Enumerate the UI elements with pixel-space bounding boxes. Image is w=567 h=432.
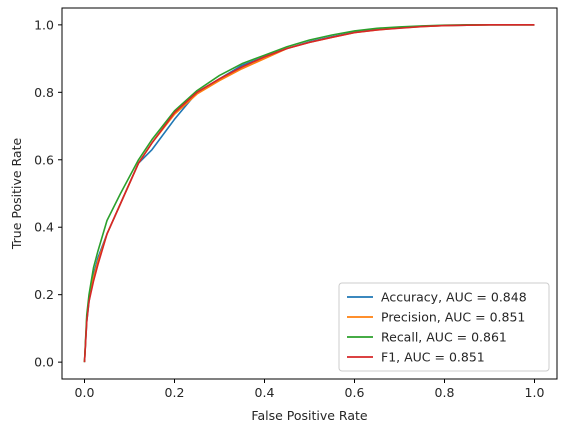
x-tick-label: 0.4	[255, 385, 275, 400]
y-tick-label: 0.4	[34, 220, 54, 235]
legend-label-1: Precision, AUC = 0.851	[381, 310, 525, 325]
legend-box	[338, 282, 550, 372]
y-tick-label: 1.0	[34, 17, 54, 32]
x-tick-label: 1.0	[525, 385, 545, 400]
plot-lines	[83, 24, 535, 363]
y-tick-label: 0.6	[34, 152, 54, 167]
legend-label-2: Recall, AUC = 0.861	[381, 330, 507, 345]
y-tick-label: 0.2	[34, 287, 54, 302]
x-tick-label: 0.2	[165, 385, 185, 400]
x-axis-ticks: 0.0 0.2 0.4 0.6 0.8 1.0	[75, 379, 545, 400]
y-axis-label: True Positive Rate	[9, 138, 24, 251]
legend-label-0: Accuracy, AUC = 0.848	[381, 290, 527, 305]
legend-label-3: F1, AUC = 0.851	[381, 350, 485, 365]
y-tick-label: 0.0	[34, 355, 54, 370]
y-tick-label: 0.8	[34, 85, 54, 100]
series-line-3	[83, 24, 535, 363]
x-tick-label: 0.6	[345, 385, 365, 400]
y-axis-ticks: 0.0 0.2 0.4 0.6 0.8 1.0	[34, 17, 62, 370]
x-tick-label: 0.0	[75, 385, 95, 400]
plot-frame	[61, 7, 558, 380]
x-tick-label: 0.8	[435, 385, 455, 400]
legend: Accuracy, AUC = 0.848 Precision, AUC = 0.…	[338, 282, 550, 372]
x-axis-label: False Positive Rate	[251, 408, 367, 423]
